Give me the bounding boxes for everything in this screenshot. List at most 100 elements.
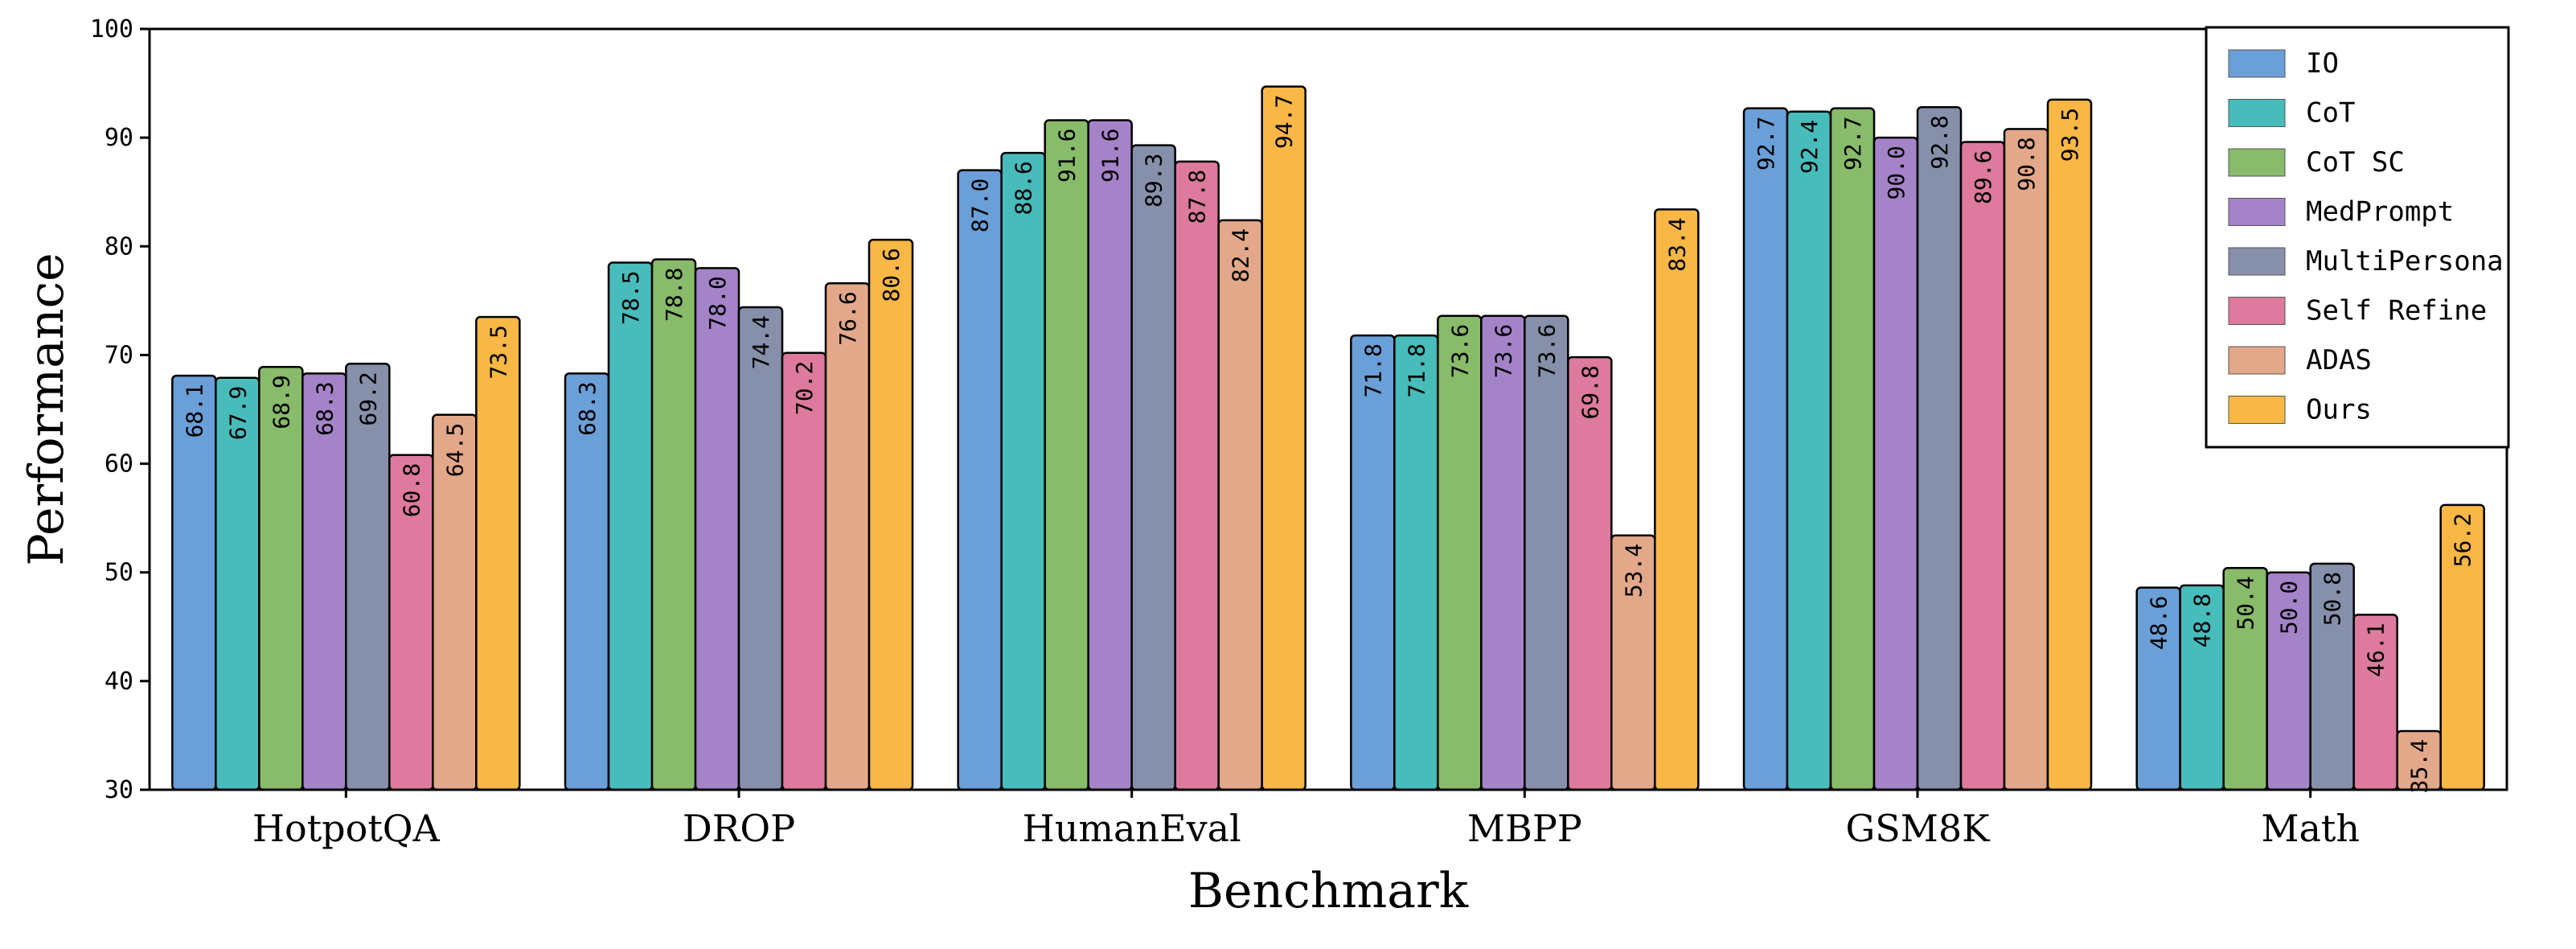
legend-label: ADAS xyxy=(2306,344,2372,376)
bar-value-label: 91.6 xyxy=(1097,129,1124,183)
bar-value-label: 50.0 xyxy=(2276,581,2303,635)
legend-box xyxy=(2205,26,2510,449)
bar-value-label: 89.3 xyxy=(1141,154,1167,207)
bar-value-label: 50.8 xyxy=(2320,572,2346,626)
bar-io-mbpp xyxy=(1350,334,1396,791)
bar-ours-gsm8k xyxy=(2046,98,2093,791)
bar-cot-mbpp xyxy=(1393,334,1439,791)
y-tick-label: 80 xyxy=(105,232,133,261)
bar-ours-hotpotqa xyxy=(475,315,521,791)
bar-self-refine-drop xyxy=(781,351,827,791)
y-tick-label: 40 xyxy=(105,668,133,696)
bar-value-label: 73.6 xyxy=(1446,324,1473,378)
bar-multipersona-hotpotqa xyxy=(345,362,391,791)
bar-value-label: 92.7 xyxy=(1753,117,1779,170)
legend-label: CoT SC xyxy=(2306,146,2405,179)
bar-value-label: 56.2 xyxy=(2450,513,2476,567)
bar-value-label: 50.4 xyxy=(2233,576,2259,630)
bar-value-label: 71.8 xyxy=(1360,343,1386,397)
bar-value-label: 78.5 xyxy=(617,271,644,325)
bar-value-label: 71.8 xyxy=(1403,343,1430,397)
legend-swatch xyxy=(2228,247,2286,276)
y-axis-ticks: 30 40 50 60 70 80 90 100 xyxy=(90,15,150,804)
bar-value-label: 68.3 xyxy=(311,381,338,435)
x-axis-title: Benchmark xyxy=(1188,863,1469,919)
bar-io-humaneval xyxy=(957,169,1003,791)
y-tick-label: 90 xyxy=(105,124,133,152)
bar-value-label: 83.4 xyxy=(1663,217,1690,271)
bar-value-label: 35.4 xyxy=(2406,739,2433,793)
bar-value-label: 69.8 xyxy=(1577,365,1603,419)
bar-value-label: 78.8 xyxy=(661,268,687,322)
bar-value-label: 53.4 xyxy=(1620,544,1647,598)
legend-label: Self Refine xyxy=(2306,295,2487,327)
bar-adas-humaneval xyxy=(1217,219,1263,791)
x-category-label: HotpotQA xyxy=(252,807,441,850)
legend-label: MedPrompt xyxy=(2306,196,2454,228)
bar-cot-sc-humaneval xyxy=(1044,119,1089,791)
y-tick-label: 50 xyxy=(105,559,133,587)
bar-value-label: 46.1 xyxy=(2363,622,2389,676)
bar-value-label: 78.0 xyxy=(704,276,731,330)
bar-value-label: 64.5 xyxy=(441,423,468,477)
bar-value-label: 68.9 xyxy=(268,375,294,429)
bars-group: 68.1 67.9 68.9 68.3 69.2 60.8 64.5 73.5 68.3 78.5… xyxy=(171,85,2485,793)
bar-value-label: 76.6 xyxy=(835,291,861,345)
bar-value-label: 92.4 xyxy=(1796,120,1823,174)
legend-swatch xyxy=(2228,99,2286,127)
bar-multipersona-gsm8k xyxy=(1916,106,1963,791)
x-category-label: GSM8K xyxy=(1846,807,1991,850)
bar-cot-sc-mbpp xyxy=(1437,314,1483,791)
legend-label: Ours xyxy=(2306,394,2372,426)
bar-cot-drop xyxy=(607,261,654,791)
y-axis-title: Performance xyxy=(18,253,75,565)
bar-io-gsm8k xyxy=(1742,107,1789,791)
y-tick-label: 60 xyxy=(105,450,133,479)
bar-ours-drop xyxy=(868,238,914,791)
x-category-label: DROP xyxy=(683,807,795,850)
bar-adas-drop xyxy=(824,281,871,791)
bar-cot-humaneval xyxy=(1000,151,1046,791)
bar-value-label: 91.6 xyxy=(1054,129,1081,183)
legend-swatch xyxy=(2228,148,2286,177)
bar-value-label: 70.2 xyxy=(791,361,818,415)
bar-value-label: 92.7 xyxy=(1840,117,1866,170)
bar-value-label: 88.6 xyxy=(1011,161,1037,215)
bar-cot-gsm8k xyxy=(1786,110,1832,791)
x-category-label: HumanEval xyxy=(1023,807,1241,850)
y-tick-label: 100 xyxy=(90,15,133,43)
bar-self-refine-mbpp xyxy=(1567,355,1613,791)
bar-value-label: 90.8 xyxy=(2013,137,2040,191)
bar-adas-gsm8k xyxy=(2003,128,2049,791)
bar-value-label: 92.8 xyxy=(1926,115,1953,169)
bar-multipersona-humaneval xyxy=(1130,144,1176,791)
bar-value-label: 48.6 xyxy=(2146,596,2172,650)
bar-value-label: 87.0 xyxy=(967,179,994,232)
bar-value-label: 94.7 xyxy=(1271,95,1298,149)
bar-value-label: 67.9 xyxy=(224,386,251,440)
legend-swatch xyxy=(2228,49,2286,78)
bar-value-label: 87.8 xyxy=(1184,170,1211,224)
legend-label: CoT xyxy=(2306,97,2355,129)
bar-value-label: 82.4 xyxy=(1228,228,1254,282)
x-category-label: MBPP xyxy=(1467,807,1582,850)
legend-label: IO xyxy=(2306,47,2339,80)
x-axis-category-labels: HotpotQA DROP HumanEval MBPP GSM8K Math xyxy=(252,790,2360,850)
bar-value-label: 69.2 xyxy=(355,372,381,425)
x-category-label: Math xyxy=(2261,807,2360,850)
bar-value-label: 74.4 xyxy=(748,315,774,369)
bar-medprompt-humaneval xyxy=(1087,119,1133,791)
bar-cot-sc-hotpotqa xyxy=(258,366,304,791)
bar-medprompt-drop xyxy=(694,267,740,791)
y-tick-label: 30 xyxy=(105,776,133,804)
bar-medprompt-gsm8k xyxy=(1873,136,1919,791)
legend-label: MultiPersona xyxy=(2306,245,2504,277)
bar-value-label: 60.8 xyxy=(398,463,425,517)
legend-swatch xyxy=(2228,346,2286,375)
bar-value-label: 93.5 xyxy=(2057,108,2083,162)
bar-ours-mbpp xyxy=(1654,208,1700,791)
legend: IO CoT CoT SC MedPrompt MultiPersona Self Ref… xyxy=(2205,26,2510,449)
bar-cot-sc-gsm8k xyxy=(1829,107,1876,791)
bar-multipersona-mbpp xyxy=(1524,314,1569,791)
